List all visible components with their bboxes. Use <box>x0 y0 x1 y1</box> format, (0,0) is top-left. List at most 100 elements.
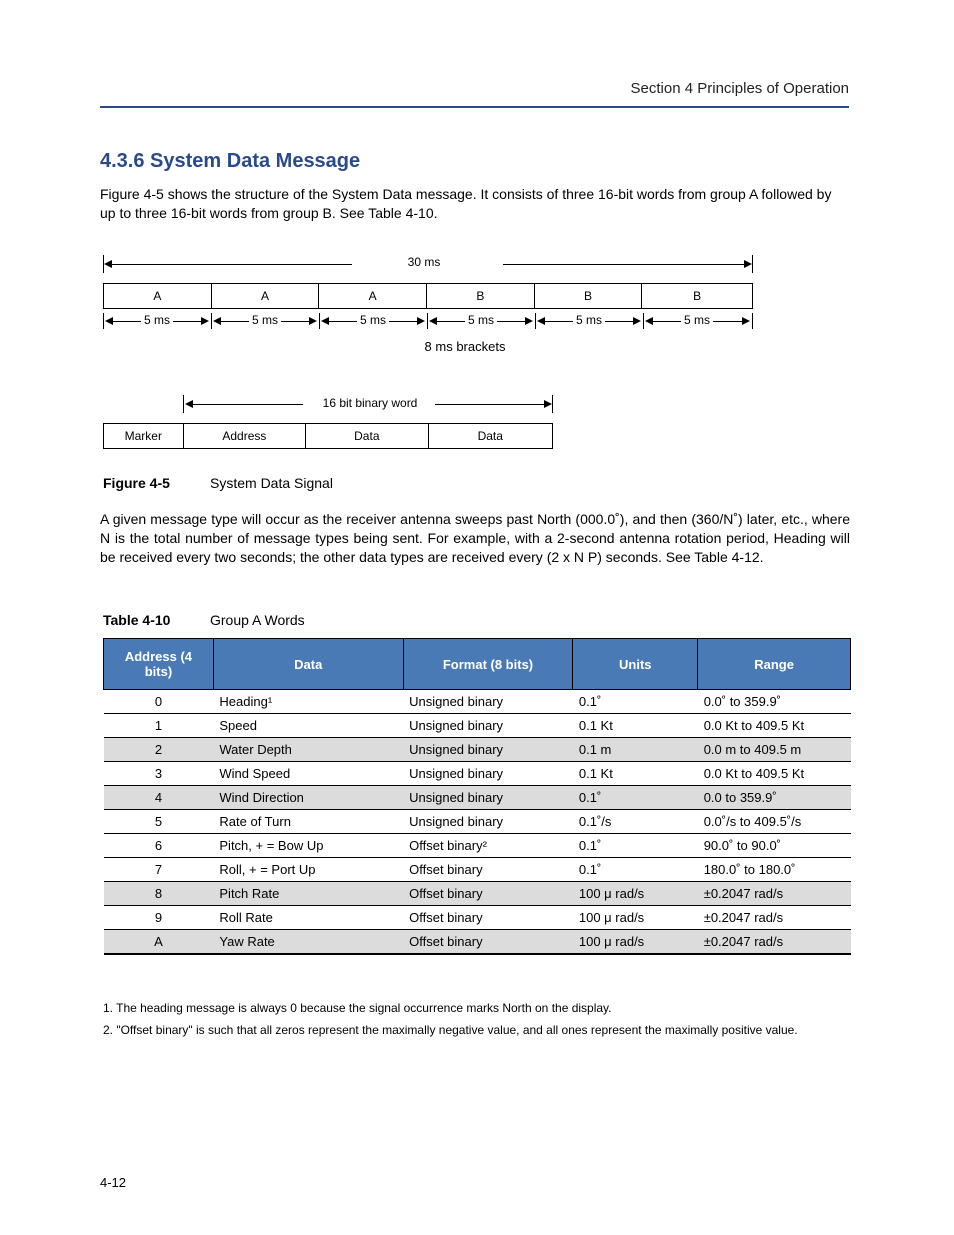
cell: Roll, + = Port Up <box>213 858 403 882</box>
tick <box>752 313 753 329</box>
cell: Unsigned binary <box>403 738 573 762</box>
arrow-head-right-icon <box>544 400 552 408</box>
arrow-head-left-icon <box>429 317 437 325</box>
cell: 5 <box>104 810 214 834</box>
under-label: 5 ms <box>465 313 497 327</box>
cell: 100 μ rad/s <box>573 906 698 930</box>
cell: 0.1˚ <box>573 786 698 810</box>
page: Section 4 Principles of Operation 4.3.6 … <box>0 0 954 1235</box>
cell: 0.0 to 359.9˚ <box>698 786 851 810</box>
arrow-line <box>605 321 633 322</box>
arrow-line <box>113 321 141 322</box>
diagram-2-cell: Marker <box>104 424 184 448</box>
arrow-line <box>713 321 742 322</box>
cell: 100 μ rad/s <box>573 930 698 955</box>
cell: 9 <box>104 906 214 930</box>
cell: 0.0 Kt to 409.5 Kt <box>698 714 851 738</box>
tick <box>535 313 536 329</box>
cell: 100 μ rad/s <box>573 882 698 906</box>
arrow-line <box>497 321 525 322</box>
tick <box>319 313 320 329</box>
cell: Offset binary <box>403 906 573 930</box>
arrow-head-right-icon <box>525 317 533 325</box>
under-label: 5 ms <box>141 313 173 327</box>
diagram-1-cell: A <box>212 284 320 308</box>
arrow-head-right-icon <box>201 317 209 325</box>
arrow-head-left-icon <box>104 260 112 268</box>
table-row: 3Wind SpeedUnsigned binary0.1 Kt0.0 Kt t… <box>104 762 851 786</box>
cell: 0.0 Kt to 409.5 Kt <box>698 762 851 786</box>
figure-label: Figure 4-5 <box>103 475 170 491</box>
header-right: Section 4 Principles of Operation <box>631 80 849 97</box>
tick <box>752 255 753 273</box>
arrow-line <box>281 321 309 322</box>
arrow-head-right-icon <box>742 317 750 325</box>
arrow-head-left-icon <box>537 317 545 325</box>
cell: 0.0˚/s to 409.5˚/s <box>698 810 851 834</box>
cell: 0.1˚ <box>573 834 698 858</box>
table-group-a: Address (4 bits) Data Format (8 bits) Un… <box>103 638 851 955</box>
cell: 4 <box>104 786 214 810</box>
col-range: Range <box>698 639 851 690</box>
table-number: Table 4-10 <box>103 612 170 628</box>
table-row: 0Heading¹Unsigned binary0.1˚0.0˚ to 359.… <box>104 690 851 714</box>
arrow-line <box>503 264 744 265</box>
footnote-1: 1. The heading message is always 0 becau… <box>103 1000 851 1016</box>
cell: ±0.2047 rad/s <box>698 906 851 930</box>
table-body: 0Heading¹Unsigned binary0.1˚0.0˚ to 359.… <box>104 690 851 955</box>
diagram-1-top-label: 30 ms <box>379 255 469 269</box>
table-row: 9Roll RateOffset binary100 μ rad/s±0.204… <box>104 906 851 930</box>
tick <box>183 395 184 413</box>
arrow-line <box>173 321 201 322</box>
cell: 1 <box>104 714 214 738</box>
cell: 0.1 Kt <box>573 714 698 738</box>
arrow-line <box>653 321 681 322</box>
cell: Wind Direction <box>213 786 403 810</box>
cell: Roll Rate <box>213 906 403 930</box>
arrow-head-right-icon <box>744 260 752 268</box>
cell: Pitch, + = Bow Up <box>213 834 403 858</box>
cell: Unsigned binary <box>403 762 573 786</box>
tick <box>552 395 553 413</box>
cell: 180.0˚ to 180.0˚ <box>698 858 851 882</box>
col-data: Data <box>213 639 403 690</box>
table-row: 7Roll, + = Port UpOffset binary0.1˚180.0… <box>104 858 851 882</box>
cell: Offset binary <box>403 930 573 955</box>
under-label: 5 ms <box>573 313 605 327</box>
cell: Rate of Turn <box>213 810 403 834</box>
cell: Offset binary <box>403 858 573 882</box>
cell: 3 <box>104 762 214 786</box>
col-address: Address (4 bits) <box>104 639 214 690</box>
cell: 7 <box>104 858 214 882</box>
diagram-1-cell: B <box>642 284 752 308</box>
cell: 0.1˚/s <box>573 810 698 834</box>
cell: Unsigned binary <box>403 810 573 834</box>
cell: ±0.2047 rad/s <box>698 930 851 955</box>
arrow-line <box>193 404 303 405</box>
intro-paragraph: Figure 4-5 shows the structure of the Sy… <box>100 185 848 223</box>
footnote-2: 2. "Offset binary" is such that all zero… <box>103 1022 851 1038</box>
section-heading: 4.3.6 System Data Message <box>100 150 360 173</box>
brackets-label: 8 ms brackets <box>405 339 525 354</box>
cell: 0 <box>104 690 214 714</box>
diagram-2-label: 16 bit binary word <box>305 396 435 410</box>
cell: 2 <box>104 738 214 762</box>
table-row: 1SpeedUnsigned binary0.1 Kt0.0 Kt to 409… <box>104 714 851 738</box>
arrow-head-left-icon <box>321 317 329 325</box>
diagram-2-cell: Data <box>429 424 552 448</box>
cell: 0.1˚ <box>573 858 698 882</box>
table-header-row: Address (4 bits) Data Format (8 bits) Un… <box>104 639 851 690</box>
cell: Speed <box>213 714 403 738</box>
cell: 8 <box>104 882 214 906</box>
diagram-1-row: A A A B B B <box>103 283 753 309</box>
arrow-line <box>329 321 357 322</box>
under-label: 5 ms <box>249 313 281 327</box>
table-row: 2Water DepthUnsigned binary0.1 m0.0 m to… <box>104 738 851 762</box>
col-format: Format (8 bits) <box>403 639 573 690</box>
arrow-line <box>221 321 249 322</box>
cell: Yaw Rate <box>213 930 403 955</box>
diagram-1-cell: A <box>319 284 427 308</box>
table-row: 8Pitch RateOffset binary100 μ rad/s±0.20… <box>104 882 851 906</box>
cell: Unsigned binary <box>403 714 573 738</box>
cell: 0.0˚ to 359.9˚ <box>698 690 851 714</box>
